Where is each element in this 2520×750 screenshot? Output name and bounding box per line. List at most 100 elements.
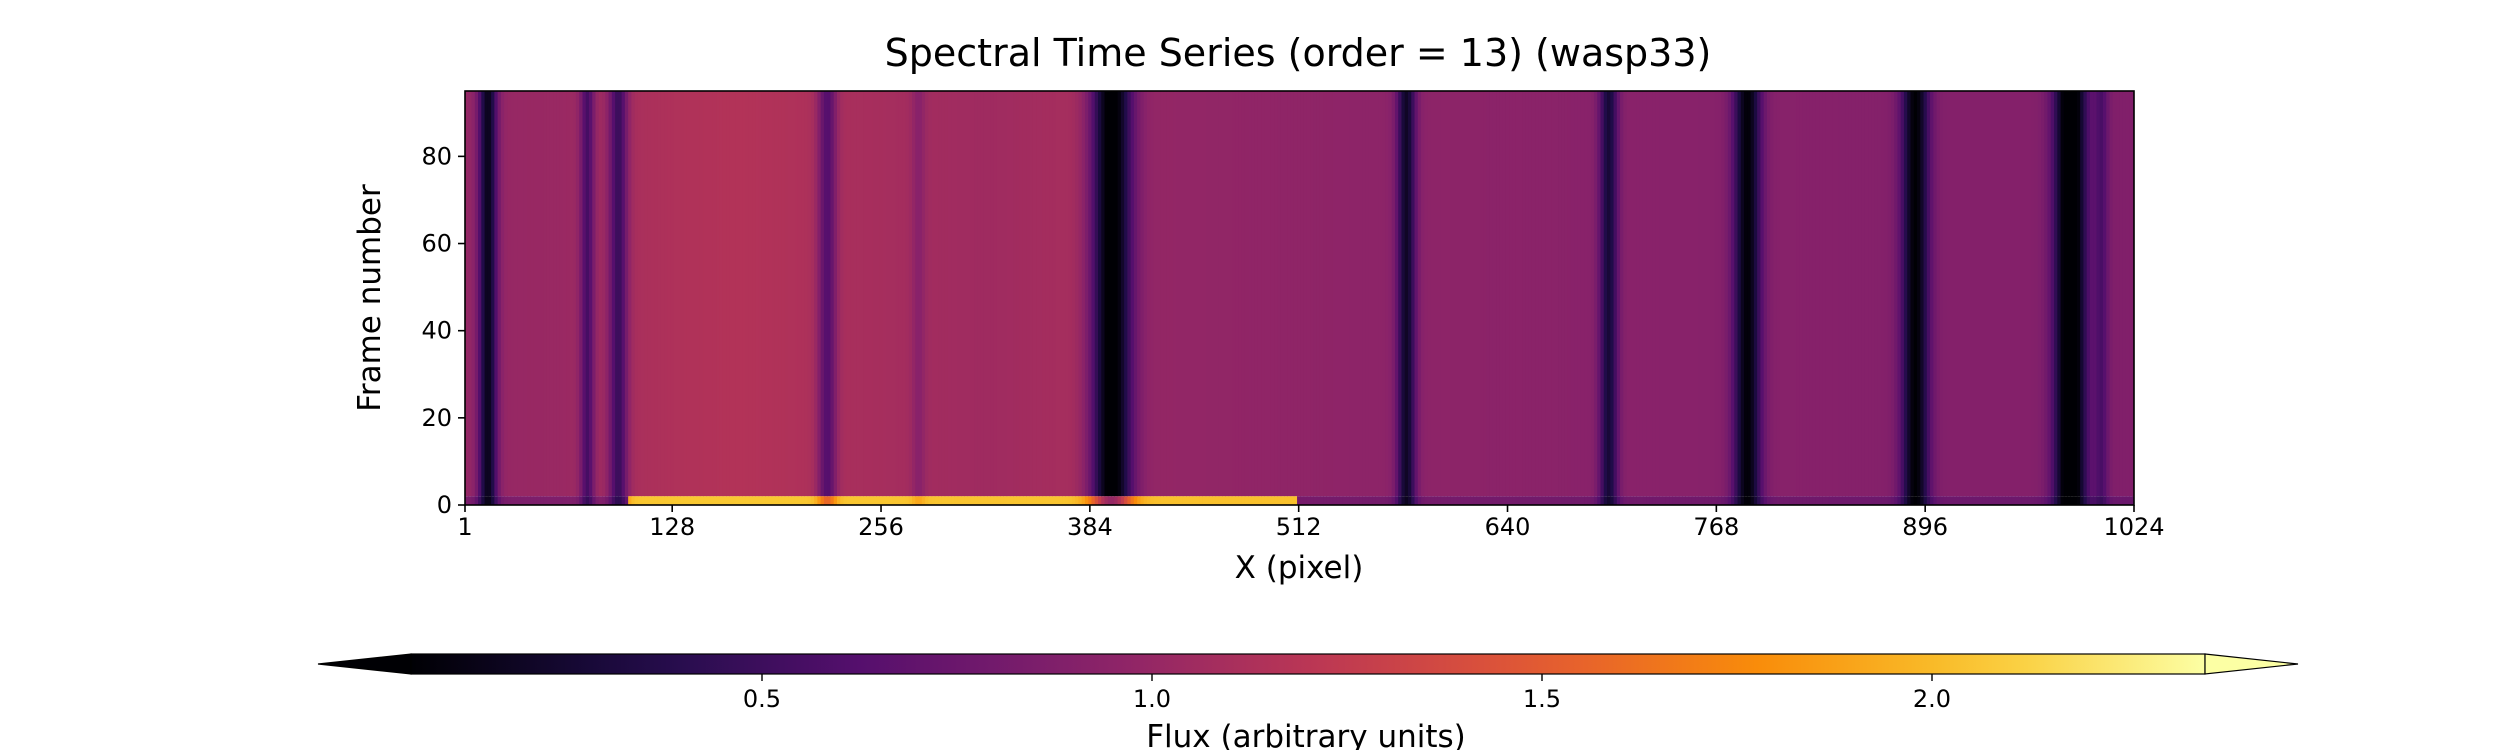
heatmap-early-frame-cell bbox=[1695, 496, 1699, 505]
heatmap-column bbox=[1029, 91, 1034, 497]
heatmap-column bbox=[912, 91, 916, 497]
heatmap-early-frame-cell bbox=[1378, 496, 1383, 505]
heatmap-early-frame-cell bbox=[1254, 496, 1259, 505]
heatmap-column bbox=[474, 91, 479, 497]
heatmap-column bbox=[1522, 91, 1527, 497]
heatmap-column bbox=[2021, 91, 2026, 497]
heatmap-column bbox=[752, 91, 756, 497]
heatmap-early-frame-cell bbox=[628, 496, 633, 505]
heatmap-early-frame-cell bbox=[1505, 496, 1510, 505]
heatmap-early-frame-cell bbox=[1365, 496, 1370, 505]
heatmap-column bbox=[484, 91, 489, 497]
heatmap-early-frame-cell bbox=[2083, 496, 2088, 505]
heatmap-column bbox=[1868, 91, 1872, 497]
heatmap-early-frame-cell bbox=[1022, 496, 1027, 505]
heatmap-column bbox=[1088, 91, 1093, 497]
heatmap-column bbox=[517, 91, 522, 497]
heatmap-column bbox=[566, 91, 571, 497]
heatmap-early-frame-cell bbox=[1238, 496, 1243, 505]
heatmap-early-frame-cell bbox=[2005, 496, 2009, 505]
heatmap-early-frame-cell bbox=[2096, 496, 2101, 505]
heatmap-early-frame-cell bbox=[1173, 496, 1177, 505]
heatmap-early-frame-cell bbox=[1593, 496, 1598, 505]
heatmap-column bbox=[618, 91, 623, 497]
heatmap-early-frame-cell bbox=[1727, 496, 1732, 505]
heatmap-column bbox=[1590, 91, 1595, 497]
heatmap-early-frame-cell bbox=[2034, 496, 2039, 505]
heatmap-column bbox=[791, 91, 796, 497]
heatmap-column bbox=[1499, 91, 1504, 497]
heatmap-column bbox=[876, 91, 880, 497]
heatmap-column bbox=[497, 91, 502, 497]
heatmap-early-frame-cell bbox=[1052, 496, 1057, 505]
heatmap-column bbox=[745, 91, 750, 497]
heatmap-early-frame-cell bbox=[2054, 496, 2058, 505]
heatmap-column bbox=[1287, 91, 1292, 497]
colorbar-tick-label: 1.5 bbox=[1523, 685, 1561, 713]
heatmap-early-frame-cell bbox=[804, 496, 809, 505]
heatmap-early-frame-cell bbox=[1316, 496, 1321, 505]
heatmap-early-frame-cell bbox=[1003, 496, 1008, 505]
heatmap-early-frame-cell bbox=[667, 496, 672, 505]
heatmap-early-frame-cell bbox=[817, 496, 822, 505]
heatmap-early-frame-cell bbox=[654, 496, 659, 505]
heatmap-column bbox=[1652, 91, 1657, 497]
colorbar-extend-low bbox=[317, 653, 412, 675]
heatmap-early-frame-cell bbox=[1646, 496, 1651, 505]
heatmap-column bbox=[1316, 91, 1321, 497]
heatmap-column bbox=[1770, 91, 1775, 497]
heatmap-column bbox=[598, 91, 603, 497]
heatmap-column bbox=[1757, 91, 1761, 497]
heatmap-column bbox=[1078, 91, 1083, 497]
heatmap-early-frame-cell bbox=[1946, 496, 1951, 505]
heatmap-early-frame-cell bbox=[2044, 496, 2049, 505]
heatmap-column bbox=[1881, 91, 1885, 497]
heatmap-early-frame-cell bbox=[1675, 496, 1680, 505]
heatmap-early-frame-cell bbox=[879, 496, 884, 505]
heatmap-column bbox=[1101, 91, 1106, 497]
heatmap-column bbox=[1036, 91, 1040, 497]
heatmap-column bbox=[1496, 91, 1500, 497]
heatmap-early-frame-cell bbox=[830, 496, 835, 505]
heatmap-column bbox=[2073, 91, 2078, 497]
heatmap-early-frame-cell bbox=[2070, 496, 2075, 505]
heatmap-column bbox=[1205, 91, 1210, 497]
heatmap-column bbox=[1744, 91, 1748, 497]
heatmap-early-frame-cell bbox=[1394, 496, 1399, 505]
heatmap-column bbox=[1669, 91, 1673, 497]
heatmap-column bbox=[853, 91, 858, 497]
heatmap-early-frame-cell bbox=[1290, 496, 1295, 505]
heatmap-early-frame-cell bbox=[2076, 496, 2081, 505]
heatmap-early-frame-cell bbox=[1597, 496, 1602, 505]
heatmap-column bbox=[1531, 91, 1536, 497]
heatmap-early-frame-cell bbox=[1267, 496, 1272, 505]
heatmap-early-frame-cell bbox=[761, 496, 766, 505]
heatmap-early-frame-cell bbox=[1515, 496, 1520, 505]
heatmap-column bbox=[595, 91, 600, 497]
heatmap-column bbox=[2031, 91, 2036, 497]
heatmap-early-frame-cell bbox=[683, 496, 688, 505]
heatmap-early-frame-cell bbox=[814, 496, 818, 505]
heatmap-column bbox=[1274, 91, 1279, 497]
heatmap-early-frame-cell bbox=[1228, 496, 1233, 505]
heatmap-column bbox=[706, 91, 711, 497]
heatmap-early-frame-cell bbox=[1949, 496, 1954, 505]
heatmap-column bbox=[1913, 91, 1918, 497]
heatmap-column bbox=[562, 91, 567, 497]
heatmap-column bbox=[575, 91, 580, 497]
heatmap-early-frame-cell bbox=[699, 496, 704, 505]
heatmap-column bbox=[647, 91, 652, 497]
heatmap-column bbox=[2119, 91, 2124, 497]
heatmap-column bbox=[836, 91, 841, 497]
heatmap-column bbox=[481, 91, 486, 497]
heatmap-column bbox=[1773, 91, 1778, 497]
heatmap-early-frame-cell bbox=[507, 496, 512, 505]
heatmap-column bbox=[2057, 91, 2062, 497]
heatmap-early-frame-cell bbox=[608, 496, 613, 505]
heatmap-early-frame-cell bbox=[520, 496, 525, 505]
heatmap-early-frame-cell bbox=[1212, 496, 1217, 505]
heatmap-column bbox=[1959, 91, 1964, 497]
heatmap-column bbox=[1362, 91, 1367, 497]
heatmap-column bbox=[970, 91, 975, 497]
heatmap-early-frame-cell bbox=[2021, 496, 2026, 505]
